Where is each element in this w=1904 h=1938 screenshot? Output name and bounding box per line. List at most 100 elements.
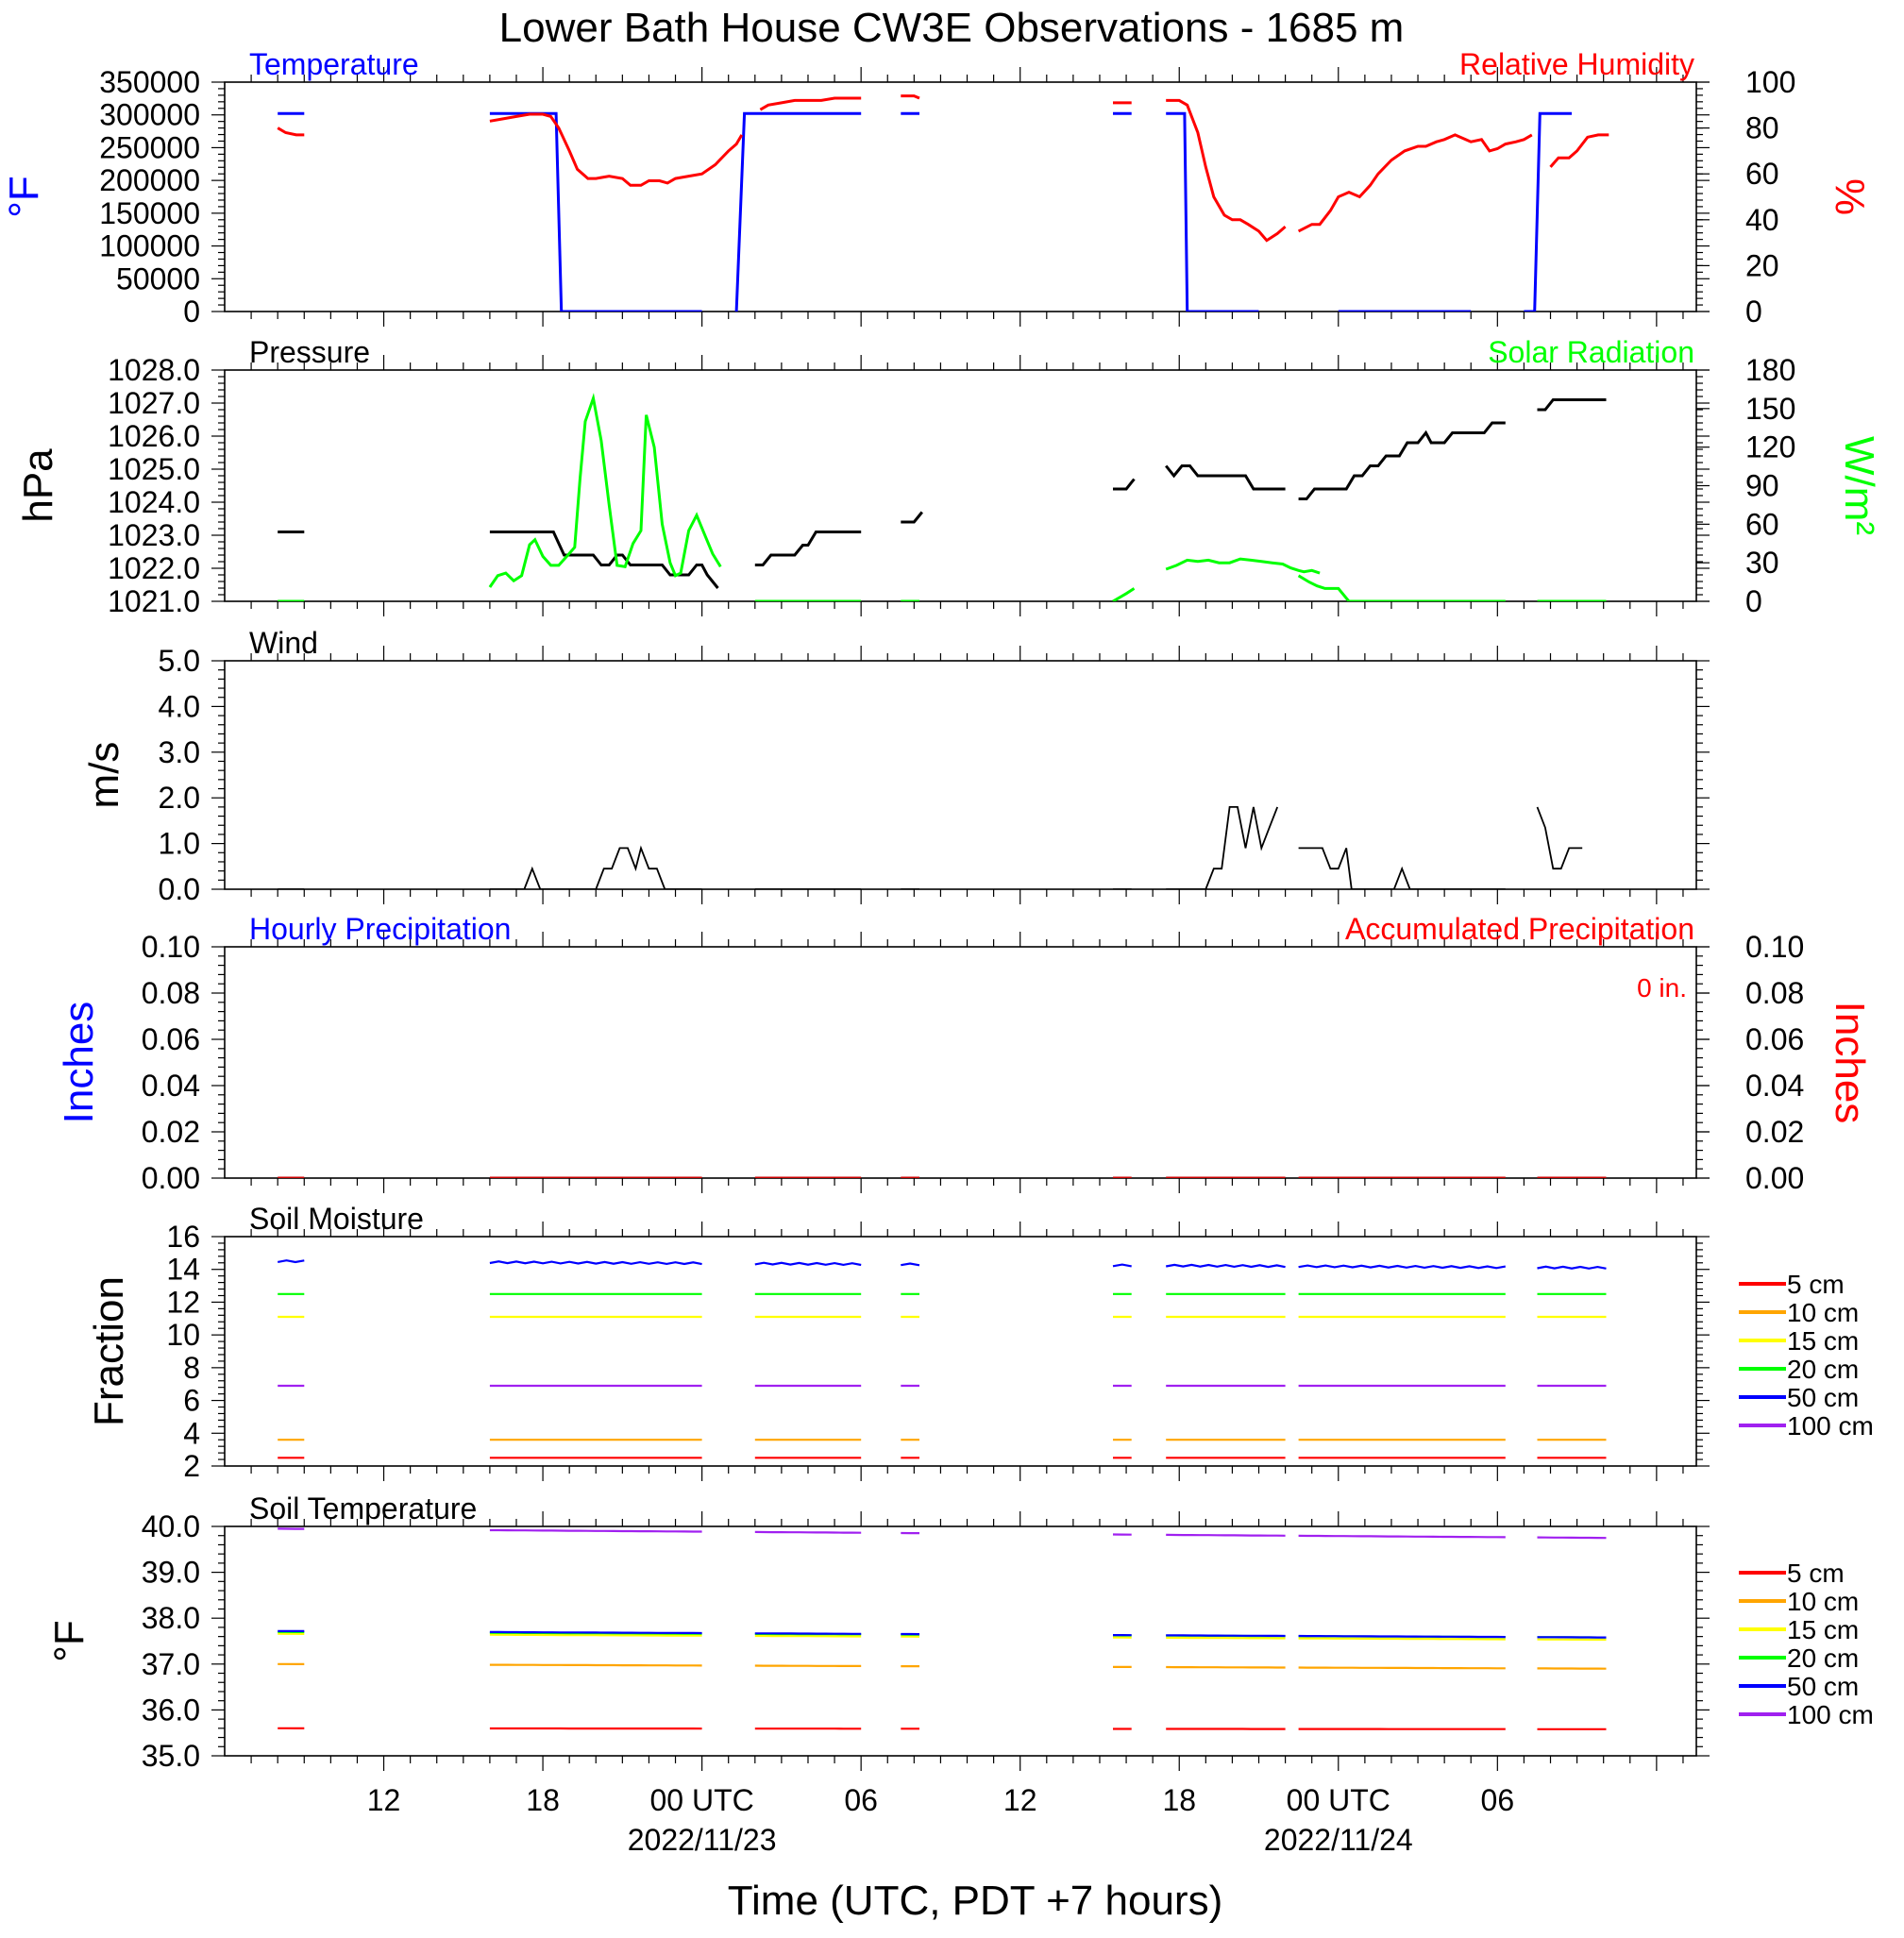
- series-group: [278, 1527, 1607, 1730]
- series-15cm-line: [754, 1634, 862, 1638]
- series-0-line: [489, 845, 702, 889]
- legend-label: 10 cm: [1787, 1587, 1859, 1616]
- series-50cm-line: [1537, 1265, 1607, 1270]
- legend-label: 5 cm: [1787, 1270, 1845, 1299]
- series-10cm-line: [1166, 1665, 1286, 1669]
- series-100cm-line: [1166, 1533, 1286, 1537]
- y2-tick-label: 0.04: [1745, 1069, 1804, 1103]
- series-15cm-line: [1166, 1636, 1286, 1640]
- plot-frame: [224, 1525, 1697, 1757]
- y-tick-label: 35.0: [142, 1739, 200, 1773]
- y2-tick-label: 60: [1745, 507, 1779, 541]
- y-tick-label: 1021.0: [108, 584, 200, 618]
- y-tick-label: 12: [166, 1285, 200, 1319]
- series-100cm-line: [489, 1528, 702, 1533]
- y-tick-label: 1025.0: [108, 452, 200, 486]
- series-1-line: [759, 96, 862, 111]
- y-tick-label: 0.10: [142, 930, 200, 964]
- series-100cm-line: [1298, 1534, 1506, 1539]
- series-0-line: [1165, 464, 1286, 491]
- plot-frame: [224, 1236, 1697, 1467]
- y2-tick-label: 0: [1745, 295, 1762, 329]
- panel-2: 1021.01022.01023.01024.01025.01026.01027…: [15, 335, 1882, 618]
- series-1-line: [489, 112, 744, 187]
- y-tick-label: 0.06: [142, 1022, 200, 1056]
- y2-tick-label: 120: [1745, 430, 1795, 464]
- x-tick-label: 06: [844, 1783, 878, 1817]
- series-1-line: [1297, 574, 1506, 601]
- y-tick-label: 0: [183, 295, 200, 329]
- y2-tick-label: 30: [1745, 546, 1779, 580]
- panel-right-title: Accumulated Precipitation: [1345, 912, 1694, 946]
- legend-label: 50 cm: [1787, 1383, 1859, 1412]
- chart-title: Lower Bath House CW3E Observations - 168…: [499, 5, 1405, 51]
- series-group: [278, 393, 1607, 601]
- y2-tick-label: 80: [1745, 111, 1779, 145]
- y-tick-label: 38.0: [142, 1601, 200, 1635]
- panel-left-title: Soil Temperature: [249, 1491, 477, 1525]
- series-50cm-line: [1166, 1634, 1286, 1638]
- y-tick-label: 1026.0: [108, 419, 200, 453]
- x-tick-label: 12: [367, 1783, 401, 1817]
- accumulated-total-label: 0 in.: [1637, 973, 1687, 1003]
- y-tick-label: 5.0: [159, 644, 200, 678]
- x-date-label: 2022/11/24: [1264, 1823, 1413, 1857]
- series-50cm-line: [278, 1259, 305, 1264]
- plot-frame: [224, 81, 1697, 312]
- panel-6: 35.0 36.0 37.0 38.0 39.0 40.0 Soil Temperature…: [46, 1491, 1874, 1857]
- plot-frame: [224, 660, 1697, 890]
- y-tick-label: 14: [166, 1253, 200, 1287]
- series-50cm-line: [489, 1260, 702, 1266]
- y-tick-label: 1028.0: [108, 353, 200, 387]
- panel-left-title: Wind: [249, 626, 318, 660]
- y2-tick-label: 0.10: [1745, 930, 1804, 964]
- series-50cm-line: [754, 1632, 862, 1635]
- y2-tick-label: 0.02: [1745, 1115, 1804, 1149]
- x-axis-label: Time (UTC, PDT +7 hours): [728, 1878, 1222, 1924]
- y2-tick-label: 100: [1745, 65, 1795, 99]
- x-date-label: 2022/11/23: [628, 1823, 777, 1857]
- y-tick-label: 2: [183, 1449, 200, 1483]
- y2-tick-label: 0.08: [1745, 976, 1804, 1010]
- series-0-line: [1298, 421, 1506, 500]
- y-tick-label: 4: [183, 1416, 200, 1450]
- y2-axis-label: %: [1827, 178, 1873, 215]
- legend-label: 5 cm: [1787, 1559, 1845, 1588]
- y-tick-label: 4.0: [159, 689, 200, 723]
- series-0-line: [1298, 847, 1506, 889]
- legend-label: 15 cm: [1787, 1615, 1859, 1644]
- panel-left-title: Temperature: [249, 47, 419, 81]
- series-1-line: [1165, 557, 1321, 575]
- series-0-line: [1537, 398, 1607, 412]
- y2-tick-label: 0.06: [1745, 1022, 1804, 1056]
- series-0-line: [489, 531, 719, 589]
- y2-tick-label: 0: [1745, 584, 1762, 618]
- y-tick-label: 150000: [99, 196, 200, 230]
- y2-tick-label: 150: [1745, 392, 1795, 426]
- y-tick-label: 2.0: [159, 781, 200, 815]
- y-tick-label: 16: [166, 1220, 200, 1254]
- series-1-line: [488, 393, 722, 588]
- panel-right-title: Solar Radiation: [1488, 335, 1694, 369]
- y-tick-label: 1022.0: [108, 551, 200, 585]
- x-tick-label: 18: [1162, 1783, 1196, 1817]
- x-tick-label: 00 UTC: [649, 1783, 753, 1817]
- x-tick-label: 00 UTC: [1287, 1783, 1390, 1817]
- legend-label: 100 cm: [1787, 1411, 1874, 1441]
- series-1-line: [901, 94, 920, 100]
- series-10cm-line: [1298, 1666, 1506, 1670]
- y-tick-label: 350000: [99, 65, 200, 99]
- y-tick-label: 0.00: [142, 1161, 200, 1195]
- panel-left-title: Soil Moisture: [249, 1202, 424, 1236]
- panel-right-title: Relative Humidity: [1459, 47, 1694, 81]
- x-tick-label: 06: [1481, 1783, 1515, 1817]
- x-tick-label: 18: [526, 1783, 560, 1817]
- series-0-line: [901, 511, 923, 524]
- y-tick-label: 50000: [116, 261, 200, 295]
- series-0-line: [754, 531, 862, 566]
- series-group: [278, 806, 1583, 889]
- series-1-line: [1549, 133, 1609, 168]
- series-10cm-line: [489, 1663, 702, 1667]
